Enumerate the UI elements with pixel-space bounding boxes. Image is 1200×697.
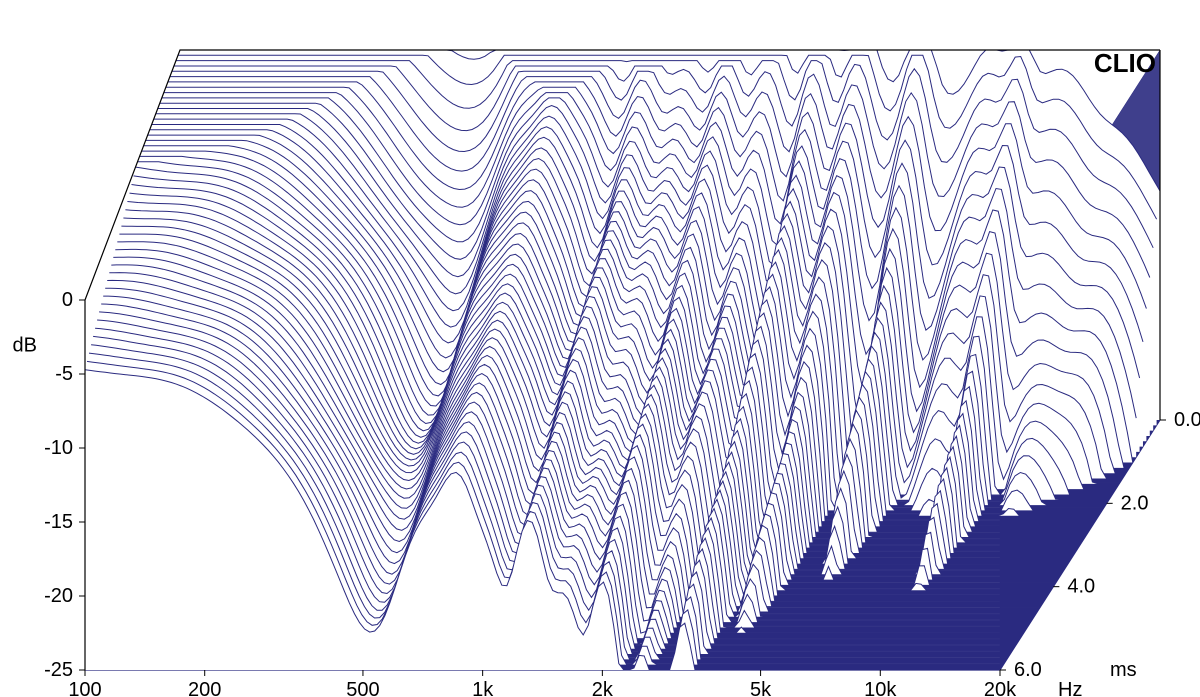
waterfall-chart: 0 -5 -10 -15 -20 -25 dB 100 200 500 1k 2k 5k 10k 20k Hz…: [0, 0, 1200, 697]
time-axis-label: ms: [1110, 659, 1137, 681]
brand-label: CLIO: [1094, 48, 1156, 78]
time-tick-label: 0.0: [1174, 409, 1200, 431]
freq-tick-label: 100: [68, 679, 101, 697]
db-tick-label: -10: [44, 437, 73, 459]
db-tick-label: -5: [55, 363, 73, 385]
freq-tick-label: 1k: [472, 679, 494, 697]
time-tick-label: 2.0: [1121, 492, 1149, 514]
db-axis-label: dB: [13, 335, 37, 357]
freq-tick-label: 200: [188, 679, 221, 697]
freq-axis: 100 200 500 1k 2k 5k 10k 20k Hz: [68, 670, 1082, 697]
time-tick-label: 4.0: [1067, 576, 1095, 598]
db-tick-label: -25: [44, 659, 73, 681]
freq-tick-label: 2k: [592, 679, 614, 697]
freq-tick-label: 20k: [984, 679, 1017, 697]
db-axis: 0 -5 -10 -15 -20 -25 dB: [13, 289, 85, 681]
db-tick-label: 0: [62, 289, 73, 311]
time-tick-label: 6.0: [1014, 659, 1042, 681]
freq-tick-label: 5k: [750, 679, 772, 697]
freq-axis-label: Hz: [1058, 679, 1082, 697]
db-tick-label: -20: [44, 585, 73, 607]
freq-tick-label: 500: [346, 679, 379, 697]
db-tick-label: -15: [44, 511, 73, 533]
freq-tick-label: 10k: [864, 679, 897, 697]
